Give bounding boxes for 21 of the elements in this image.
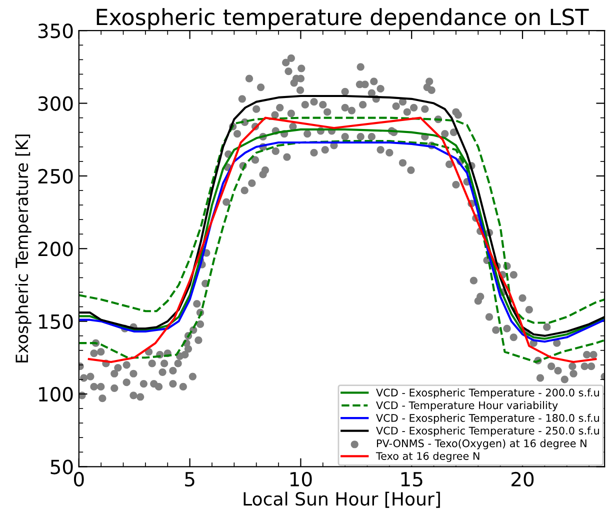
y-tick-label: 100 — [39, 386, 73, 402]
legend-label: VCD - Temperature Hour variability — [376, 401, 558, 412]
y-tick-label: 150 — [39, 314, 73, 329]
x-tick-label: 15 — [401, 472, 422, 487]
legend-label: VCD - Exospheric Temperature - 200.0 s.f.u — [376, 388, 599, 399]
y-tick-label: 300 — [38, 96, 73, 111]
x-tick-label: 20 — [512, 472, 534, 487]
x-tick-label: 0 — [74, 472, 84, 487]
y-tick-label: 200 — [38, 242, 73, 256]
y-tick-label: 350 — [38, 24, 73, 38]
legend-label: PV-ONMS - Texo(Oxygen) at 16 degree N — [376, 439, 586, 450]
chart-title: Exospheric temperature dependance on LST — [96, 8, 589, 30]
legend-label: VCD - Exospheric Temperature - 250.0 s.f.u — [376, 426, 599, 437]
legend-label: VCD - Exospheric Temperature - 180.0 s.f.u — [376, 414, 599, 424]
x-tick-label: 5 — [185, 472, 194, 487]
y-axis-title: Exospheric Temperature [K] — [15, 134, 32, 362]
legend-label: Texo at 16 degree N — [376, 452, 480, 462]
x-axis-title: Local Sun Hour [Hour] — [244, 492, 440, 508]
y-tick-label: 250 — [38, 168, 73, 184]
x-tick-label: 10 — [290, 472, 312, 487]
y-tick-label: 50 — [50, 460, 73, 474]
